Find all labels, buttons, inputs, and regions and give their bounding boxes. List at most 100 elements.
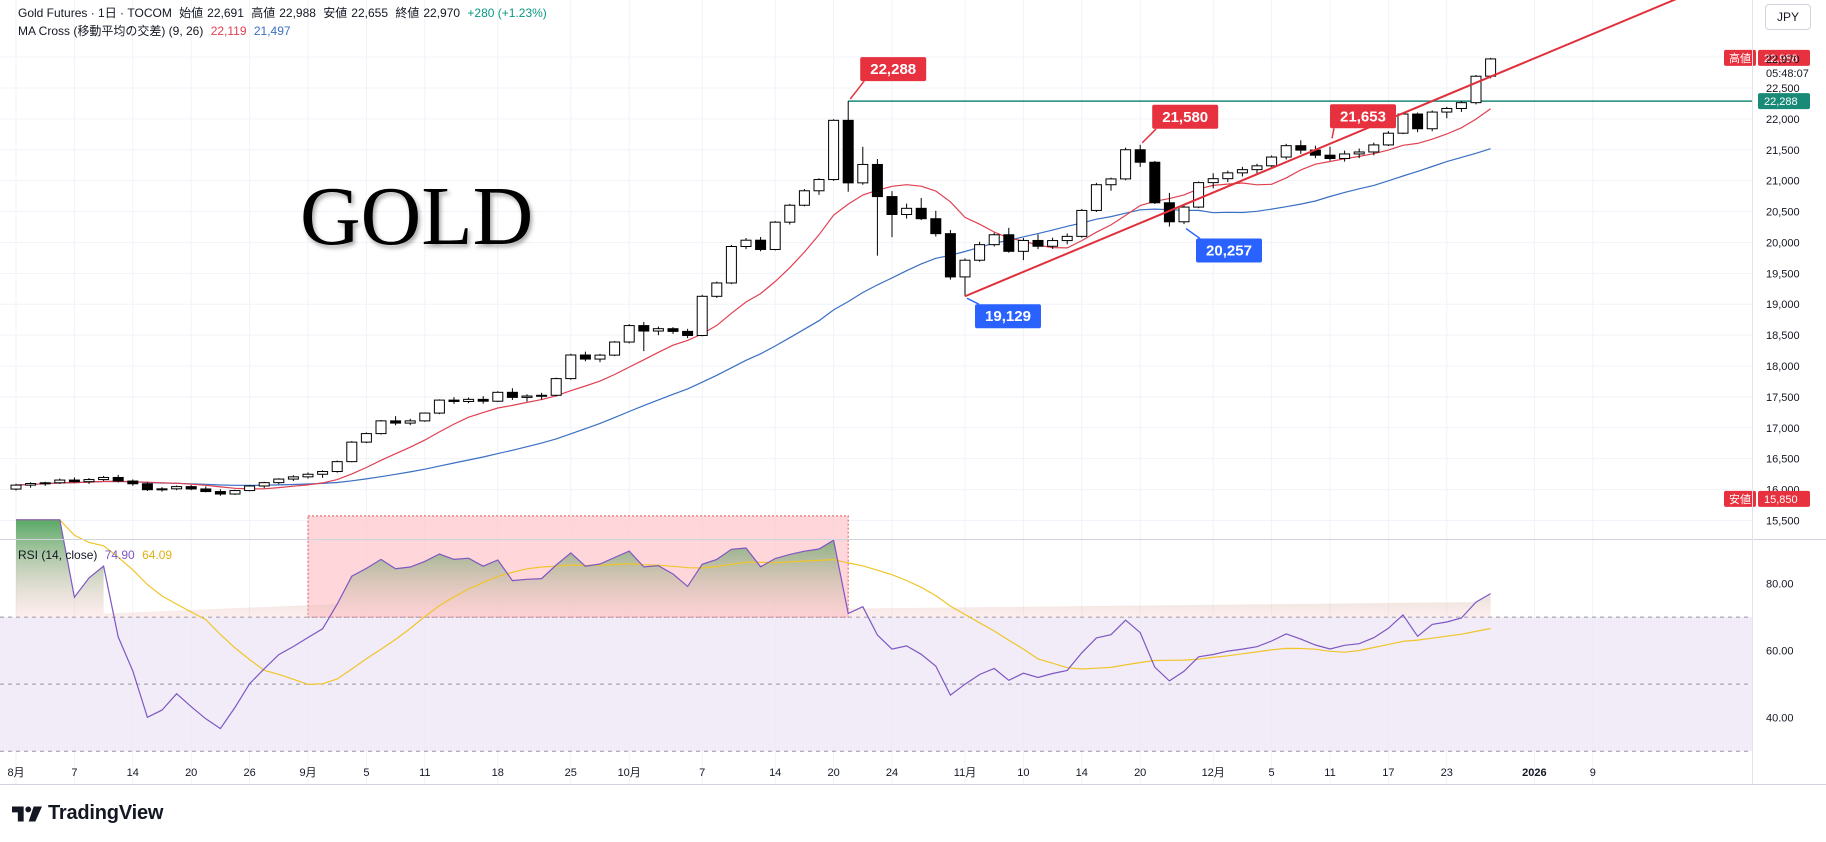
time-tick-label: 10月 xyxy=(618,767,641,779)
candle-body xyxy=(404,420,416,424)
low-marker: 15,850 xyxy=(1764,494,1798,506)
candle xyxy=(1149,160,1161,204)
time-tick-label: 5 xyxy=(1269,767,1275,779)
tradingview-logo[interactable]: TradingView xyxy=(12,802,163,825)
candle xyxy=(886,191,898,238)
time-tick-label: 11月 xyxy=(954,767,976,779)
candle-body xyxy=(98,476,110,481)
candle xyxy=(127,479,139,486)
low-marker-box xyxy=(1758,490,1810,507)
candle-body xyxy=(667,328,679,332)
candle-body xyxy=(682,330,694,336)
candle xyxy=(901,203,913,219)
candle xyxy=(828,119,840,181)
price-label: 20,257 xyxy=(1206,243,1252,260)
candle xyxy=(1339,150,1351,162)
candle-body xyxy=(725,246,737,284)
candle xyxy=(1207,173,1219,189)
high-label: 高値 xyxy=(251,6,276,20)
candle xyxy=(68,477,80,483)
candle xyxy=(565,353,577,380)
price-tick-label: 16,500 xyxy=(1766,454,1800,466)
candle-body xyxy=(346,441,358,463)
price-label-box xyxy=(975,304,1041,329)
time-tick-label: 10 xyxy=(1017,767,1029,779)
candle-body xyxy=(1485,58,1497,77)
candle xyxy=(375,420,387,435)
resistance-marker: 22,288 xyxy=(1764,96,1798,108)
candle xyxy=(974,241,986,262)
candle xyxy=(1251,163,1263,174)
candle xyxy=(390,416,402,426)
current-price: 22,970 xyxy=(1766,54,1800,66)
candle-body xyxy=(419,412,431,422)
candle xyxy=(156,487,168,492)
low-value: 22,655 xyxy=(351,6,388,20)
candle-body xyxy=(740,239,752,248)
candle-body xyxy=(944,233,956,278)
candle-body xyxy=(1382,132,1394,146)
candle-body xyxy=(798,190,810,206)
candle xyxy=(1368,142,1380,156)
candle xyxy=(1017,237,1029,261)
currency-button[interactable]: JPY xyxy=(1765,4,1811,30)
candle xyxy=(229,489,241,495)
price-tick-label: 21,000 xyxy=(1766,176,1800,188)
time-tick-label: 18 xyxy=(492,767,504,779)
candle xyxy=(39,481,51,486)
candle xyxy=(141,482,153,491)
high-marker-tag-box xyxy=(1724,49,1756,66)
candle-body xyxy=(1017,239,1029,252)
candle-body xyxy=(565,354,577,380)
time-tick-label: 14 xyxy=(1076,767,1088,779)
rsi-title[interactable]: RSI (14, close) xyxy=(18,548,98,562)
candle-body xyxy=(550,378,562,396)
candle-body xyxy=(638,325,650,332)
rsi-tick-label: 40.00 xyxy=(1766,713,1794,725)
price-tick-label: 17,000 xyxy=(1766,423,1800,435)
candle xyxy=(944,229,956,280)
candle xyxy=(1295,140,1307,154)
candle-body xyxy=(390,420,402,424)
candle xyxy=(1455,101,1467,112)
candle-body xyxy=(54,479,66,484)
candle xyxy=(477,396,489,404)
resistance-marker-box xyxy=(1758,93,1810,110)
ma-title[interactable]: MA Cross (移動平均の交差) (9, 26) xyxy=(18,24,204,38)
ma-legend: MA Cross (移動平均の交差) (9, 26) 22,119 21,497 xyxy=(18,22,295,39)
candle-body xyxy=(1295,145,1307,151)
candle-body xyxy=(696,295,708,336)
time-tick-label: 8月 xyxy=(7,767,24,779)
time-tick-label: 7 xyxy=(71,767,77,779)
candle-body xyxy=(1266,156,1278,167)
candle-body xyxy=(229,490,241,495)
time-tick-label: 11 xyxy=(419,767,430,779)
candle xyxy=(171,485,183,491)
candle-body xyxy=(200,488,212,493)
trend-line[interactable] xyxy=(964,0,1752,298)
ma-fast-line xyxy=(15,108,1491,490)
candle xyxy=(83,477,95,484)
candle xyxy=(112,474,124,483)
low-label: 安値 xyxy=(323,6,348,20)
high-marker-box xyxy=(1758,49,1810,66)
candle-body xyxy=(1339,153,1351,160)
price-label-box xyxy=(1330,104,1396,129)
candle xyxy=(959,258,971,297)
candle xyxy=(1178,205,1190,225)
candle-body xyxy=(463,398,475,402)
price-label: 19,129 xyxy=(985,308,1031,325)
candle xyxy=(1193,181,1205,209)
price-tick-label: 22,000 xyxy=(1766,114,1800,126)
candle-body xyxy=(244,485,256,492)
ma-slow-value: 21,497 xyxy=(253,24,291,38)
time-tick-label: 2026 xyxy=(1522,767,1546,779)
candle-body xyxy=(652,328,664,332)
ma-slow-line xyxy=(15,148,1491,487)
candle-body xyxy=(1441,107,1453,113)
candle-body xyxy=(1090,184,1102,211)
time-tick-label: 20 xyxy=(827,767,839,779)
ma-fast-value: 22,119 xyxy=(210,24,247,38)
symbol-title[interactable]: Gold Futures · 1日 · TOCOM xyxy=(18,6,172,20)
